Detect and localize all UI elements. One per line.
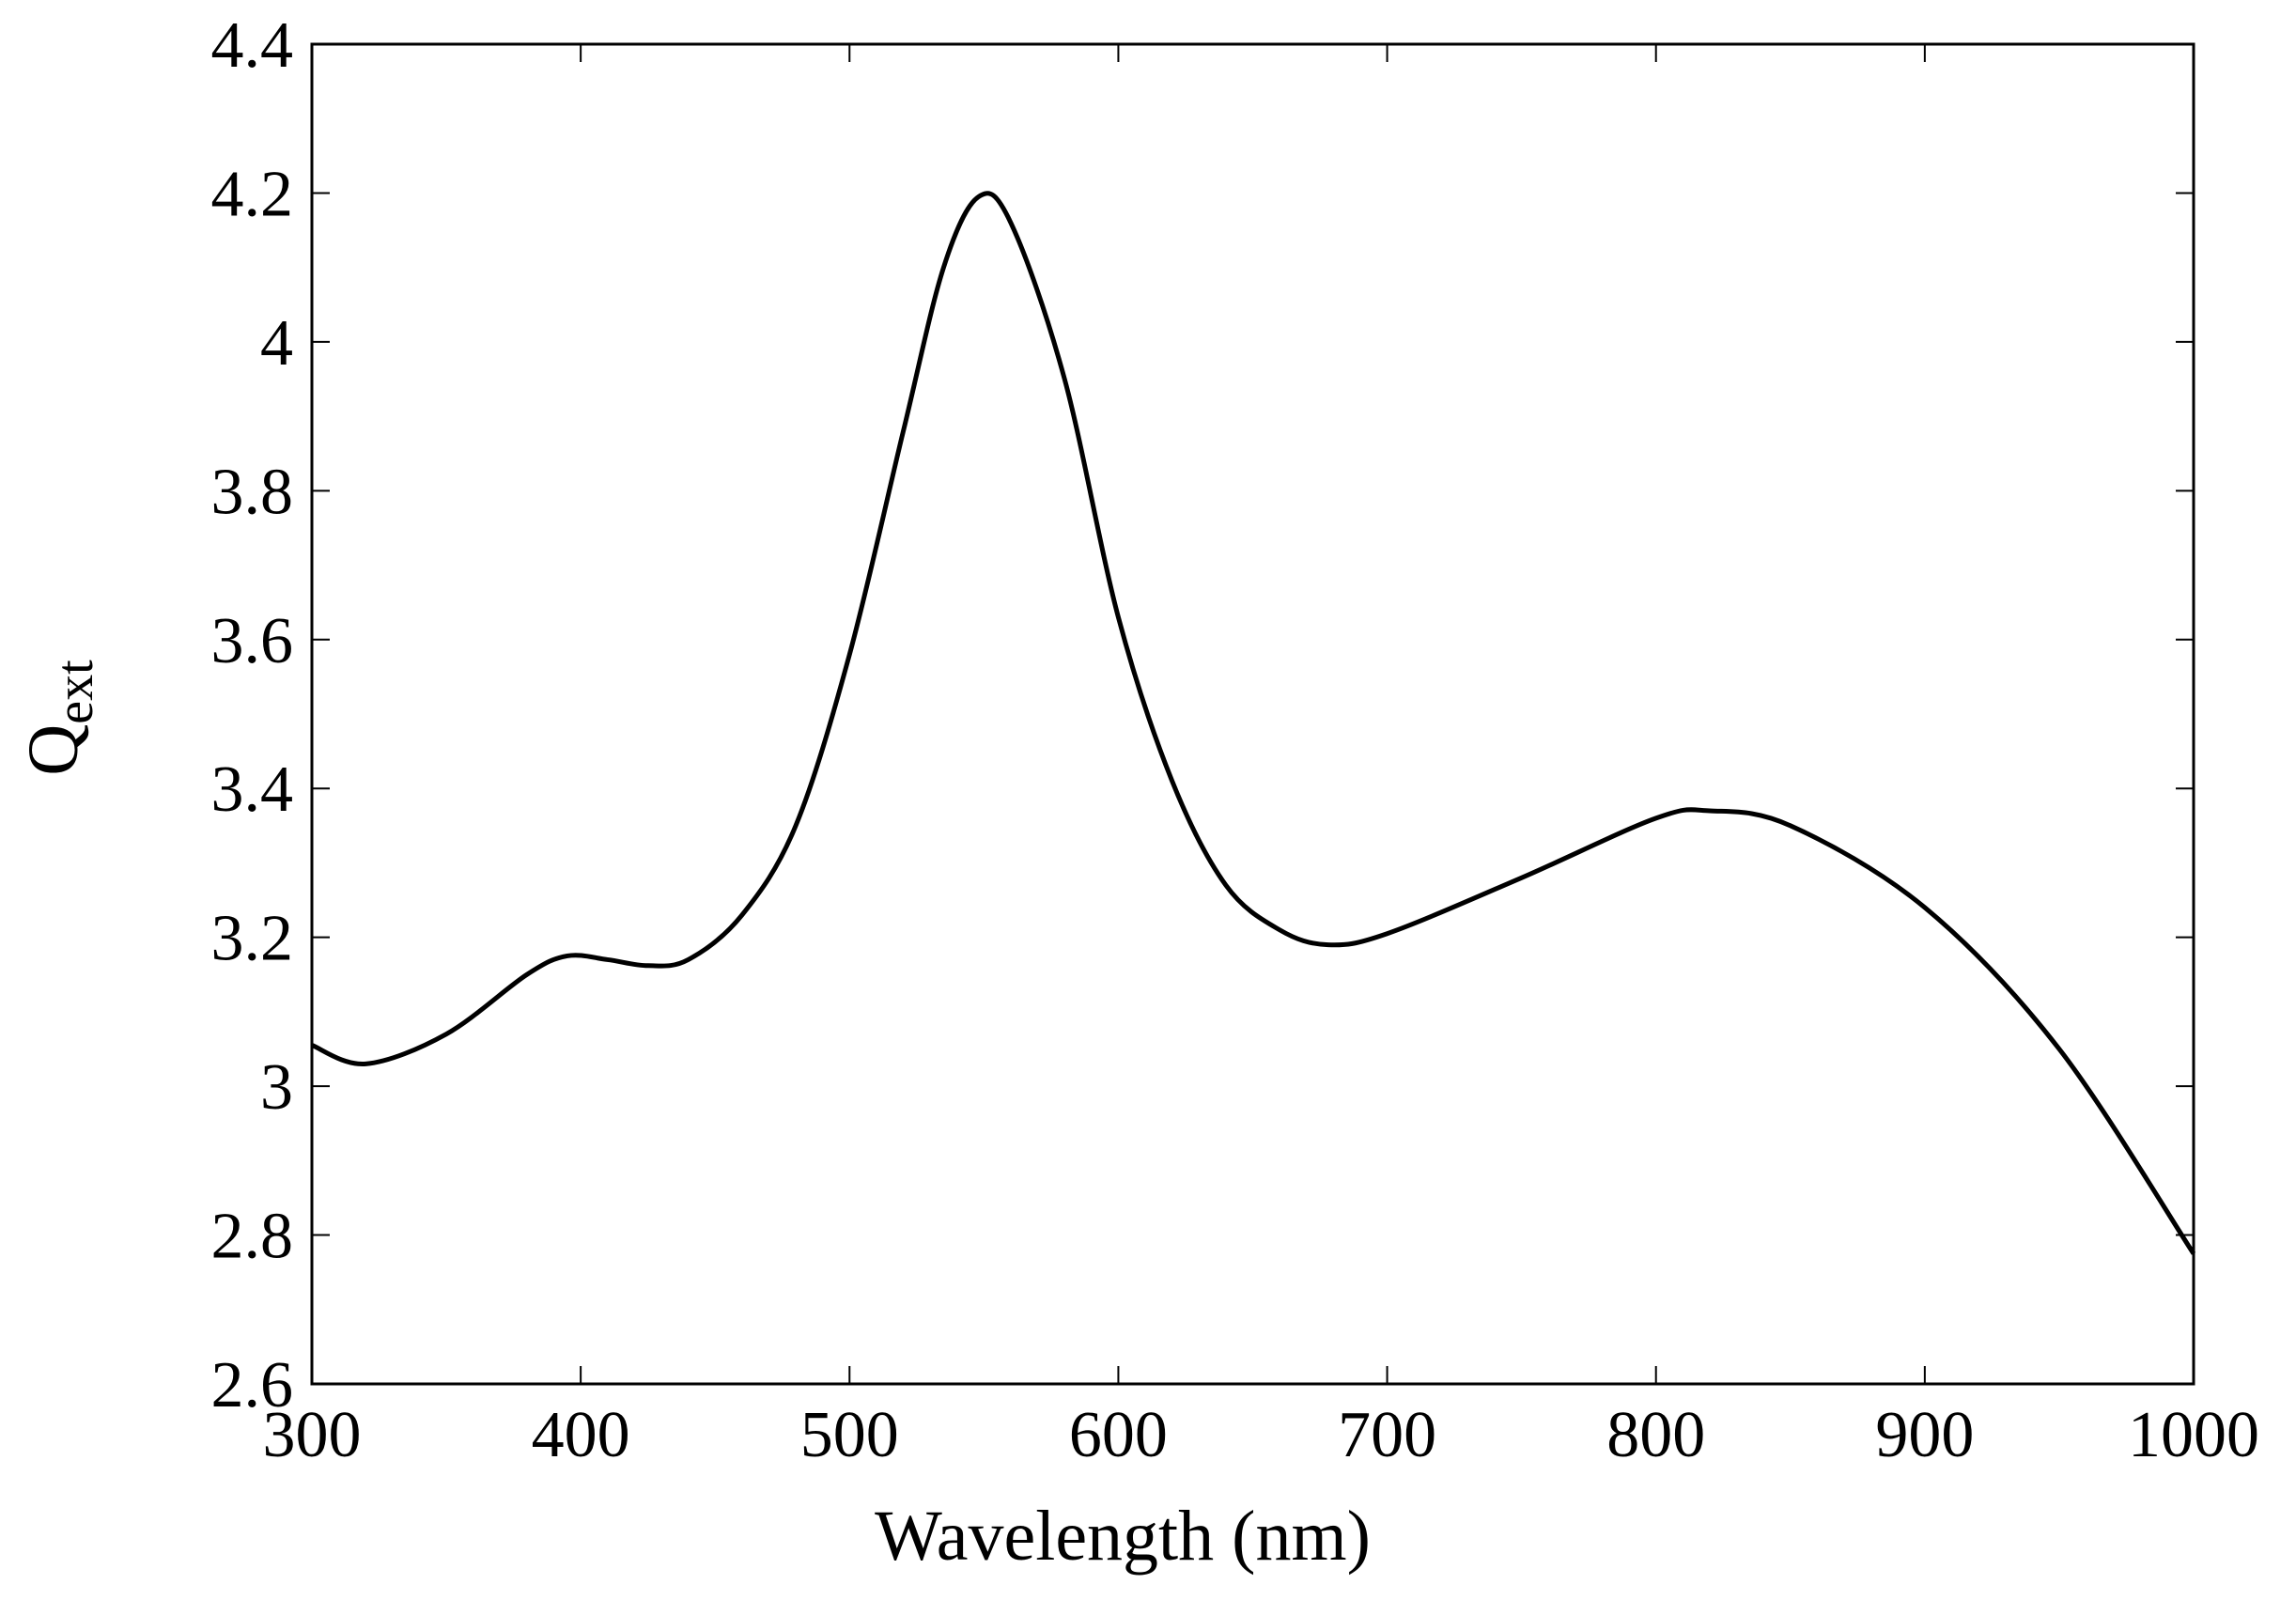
y-tick-label: 4.4: [211, 9, 294, 82]
x-tick-label: 900: [1875, 1399, 1974, 1471]
x-tick-label: 1000: [2128, 1399, 2259, 1471]
x-tick-label: 300: [263, 1399, 362, 1471]
y-tick-label: 3.4: [211, 753, 294, 826]
y-axis-label: Qext: [14, 660, 104, 776]
y-tick-label: 4: [260, 307, 293, 380]
y-axis-label-main: Q: [14, 724, 93, 776]
x-tick-label: 600: [1069, 1399, 1168, 1471]
y-tick-label: 2.8: [211, 1201, 294, 1273]
y-tick-label: 3.2: [211, 903, 294, 975]
y-tick-label: 3.8: [211, 456, 294, 528]
x-tick-label: 700: [1338, 1399, 1436, 1471]
y-axis-label-subscript: ext: [46, 660, 104, 724]
y-tick-label: 3.6: [211, 605, 294, 677]
data-line: [311, 191, 2196, 1255]
y-tick-label: 4.2: [211, 158, 294, 230]
x-axis-label: Wavelength (nm): [875, 1497, 1371, 1576]
plot-frame: [310, 42, 2195, 1386]
y-tick-label: 2.6: [211, 1349, 294, 1421]
x-tick-label: 400: [532, 1399, 630, 1471]
y-tick-label: 3: [260, 1051, 293, 1124]
x-tick-label: 800: [1606, 1399, 1705, 1471]
x-tick-label: 500: [800, 1399, 899, 1471]
